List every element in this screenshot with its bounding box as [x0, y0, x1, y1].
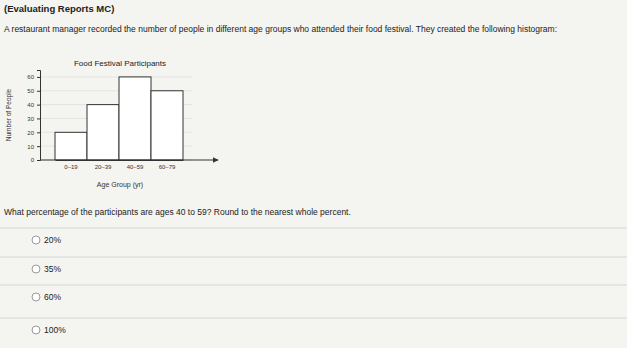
y-tick-label: 40	[27, 102, 34, 108]
option-label[interactable]: 35%	[44, 264, 61, 274]
x-tick-label: 0–19	[64, 164, 78, 170]
bar	[119, 77, 151, 160]
y-tick: 30	[27, 116, 40, 122]
y-tick-label: 60	[27, 74, 34, 80]
x-axis-title: Age Group (yr)	[97, 181, 143, 189]
y-tick-label: 10	[27, 144, 34, 150]
header: (Evaluating Reports MC)	[4, 3, 114, 14]
y-tick-label: 0	[31, 157, 35, 163]
y-tick-label: 50	[27, 88, 34, 94]
x-tick: 60–79	[159, 160, 176, 170]
grid	[40, 77, 192, 160]
y-axis-line	[37, 71, 41, 161]
y-tick: 40	[27, 102, 40, 108]
option-label[interactable]: 60%	[44, 292, 61, 302]
y-tick-label: 30	[27, 116, 34, 122]
radio-button[interactable]	[32, 236, 40, 244]
radio-button[interactable]	[32, 265, 40, 273]
x-axis-line	[56, 160, 184, 161]
intro-text: A restaurant manager recorded the number…	[4, 24, 557, 34]
x-tick: 0–19	[64, 160, 78, 170]
y-axis-title: Number of People	[5, 88, 13, 141]
option-separator	[0, 257, 627, 258]
page: (Evaluating Reports MC) A restaurant mana…	[0, 0, 627, 348]
x-tick-label: 20–39	[95, 164, 112, 170]
x-tick: 20–39	[95, 160, 112, 170]
bar	[55, 132, 87, 160]
x-tick: 40–59	[127, 160, 144, 170]
option-label[interactable]: 100%	[44, 325, 66, 335]
options: 20% 35% 60% 100%	[0, 228, 627, 335]
x-tick-label: 40–59	[127, 164, 144, 170]
chart-title: Food Festival Participants	[74, 59, 166, 68]
y-tick: 0	[31, 157, 40, 163]
x-axis: 0–19 20–39 40–59 60–79	[56, 160, 184, 170]
y-tick-mark	[37, 91, 40, 92]
y-tick: 50	[27, 88, 40, 94]
question: What percentage of the participants are …	[4, 207, 351, 217]
x-baseline	[40, 160, 218, 161]
y-tick: 60	[27, 74, 40, 80]
y-tick-mark	[37, 105, 40, 106]
option-separator	[0, 228, 627, 229]
option-label[interactable]: 20%	[44, 235, 61, 245]
y-tick: 20	[27, 130, 40, 136]
option-separator	[0, 318, 627, 319]
y-tick-label: 20	[27, 130, 34, 136]
x-tick-label: 60–79	[159, 164, 176, 170]
option-separator	[0, 285, 627, 286]
y-tick: 10	[27, 144, 40, 150]
chart: Food Festival Participants01020304050600…	[5, 59, 218, 189]
y-tick-mark	[37, 160, 40, 161]
radio-button[interactable]	[32, 326, 40, 334]
bar	[151, 91, 183, 160]
radio-button[interactable]	[32, 293, 40, 301]
y-tick-mark	[37, 118, 40, 119]
bar	[87, 105, 119, 160]
y-tick-mark	[37, 132, 40, 133]
y-axis: 0 10 20 30 40 50 60	[27, 71, 40, 164]
y-tick-mark	[37, 146, 40, 147]
grid-line	[40, 76, 192, 77]
bars	[55, 77, 183, 160]
y-tick-mark	[37, 77, 40, 78]
